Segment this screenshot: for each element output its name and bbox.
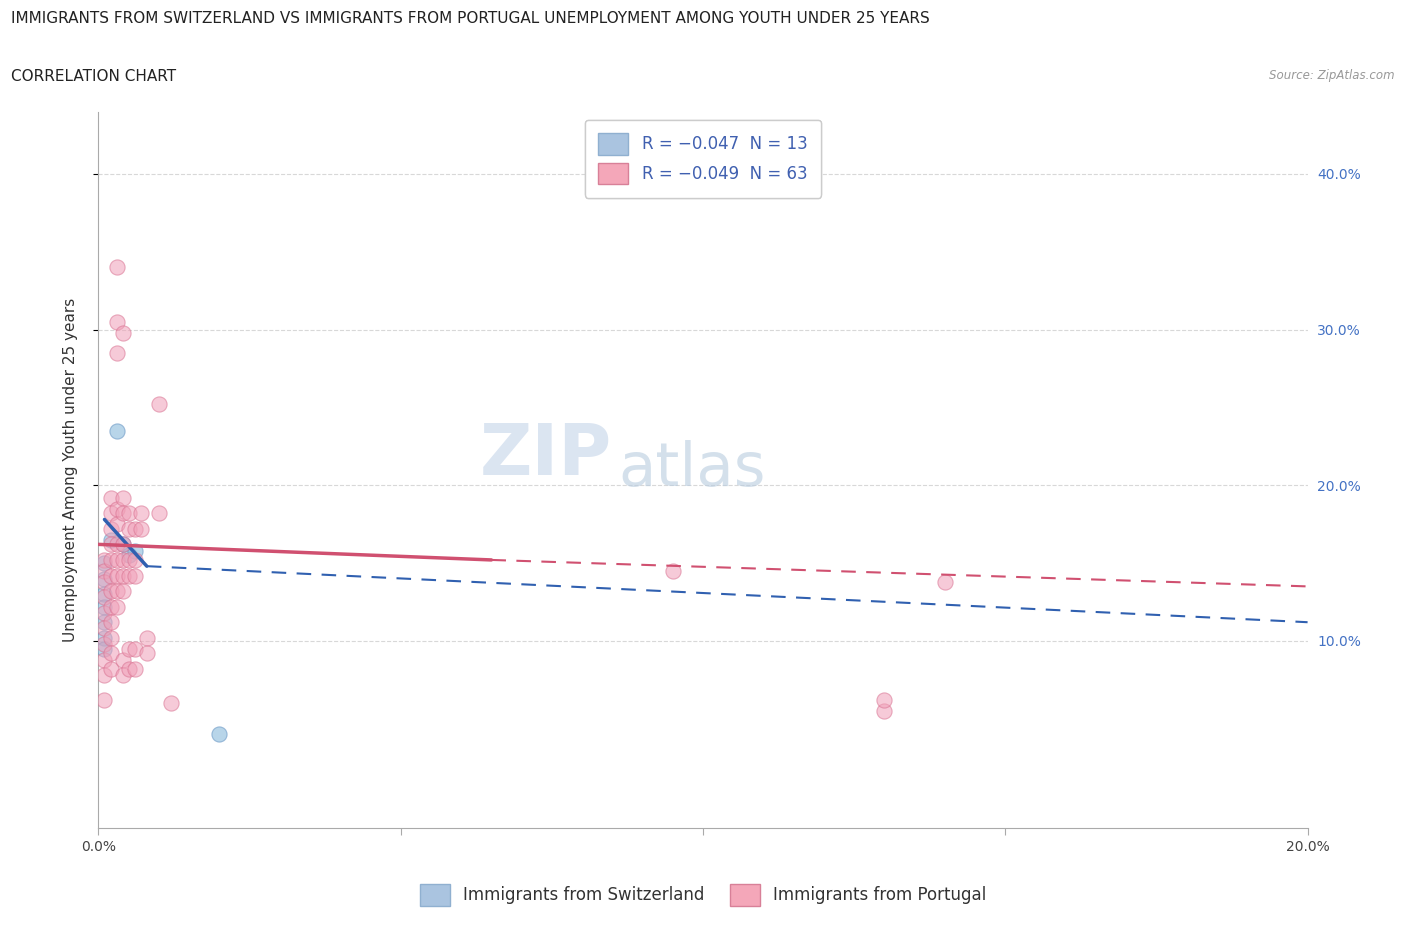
Point — [111, 537, 134, 551]
Point — [100, 568, 122, 583]
Point — [93, 587, 115, 602]
Point — [93, 605, 115, 620]
Point — [105, 552, 128, 567]
Y-axis label: Unemployment Among Youth under 25 years: Unemployment Among Youth under 25 years — [63, 298, 77, 642]
Point — [105, 584, 128, 599]
Point — [93, 564, 115, 578]
Point — [93, 590, 115, 604]
Point — [135, 646, 157, 661]
Point — [93, 575, 115, 590]
Point — [160, 696, 183, 711]
Point — [124, 661, 146, 676]
Point — [111, 568, 134, 583]
Point — [93, 668, 115, 683]
Point — [105, 314, 128, 329]
Point — [100, 490, 122, 505]
Point — [124, 552, 146, 567]
Point — [93, 642, 115, 657]
Point — [93, 636, 115, 651]
Point — [93, 631, 115, 645]
Point — [93, 571, 115, 586]
Point — [148, 506, 170, 521]
Point — [105, 501, 128, 516]
Text: ZIP: ZIP — [479, 421, 613, 490]
Point — [105, 345, 128, 360]
Point — [129, 506, 152, 521]
Point — [93, 621, 115, 636]
Point — [129, 522, 152, 537]
Point — [100, 599, 122, 614]
Point — [111, 668, 134, 683]
Point — [100, 522, 122, 537]
Point — [111, 506, 134, 521]
Legend: Immigrants from Switzerland, Immigrants from Portugal: Immigrants from Switzerland, Immigrants … — [413, 878, 993, 912]
Point — [100, 646, 122, 661]
Text: CORRELATION CHART: CORRELATION CHART — [11, 69, 176, 85]
Point — [111, 552, 134, 567]
Point — [118, 552, 141, 567]
Point — [93, 555, 115, 570]
Point — [118, 661, 141, 676]
Legend: R = −0.047  N = 13, R = −0.049  N = 63: R = −0.047 N = 13, R = −0.049 N = 63 — [585, 120, 821, 198]
Point — [93, 693, 115, 708]
Point — [93, 599, 115, 614]
Point — [111, 652, 134, 667]
Point — [111, 490, 134, 505]
Point — [135, 631, 157, 645]
Point — [118, 522, 141, 537]
Point — [118, 642, 141, 657]
Point — [105, 517, 128, 532]
Point — [100, 584, 122, 599]
Point — [111, 537, 134, 551]
Point — [118, 506, 141, 521]
Point — [934, 575, 956, 590]
Point — [118, 568, 141, 583]
Point — [93, 652, 115, 667]
Point — [873, 693, 896, 708]
Text: IMMIGRANTS FROM SWITZERLAND VS IMMIGRANTS FROM PORTUGAL UNEMPLOYMENT AMONG YOUTH: IMMIGRANTS FROM SWITZERLAND VS IMMIGRANT… — [11, 11, 929, 26]
Point — [105, 537, 128, 551]
Point — [148, 397, 170, 412]
Point — [124, 522, 146, 537]
Point — [100, 552, 122, 567]
Point — [93, 552, 115, 567]
Point — [105, 423, 128, 438]
Point — [100, 506, 122, 521]
Point — [118, 548, 141, 563]
Point — [105, 599, 128, 614]
Point — [105, 259, 128, 274]
Point — [124, 568, 146, 583]
Point — [124, 642, 146, 657]
Point — [93, 615, 115, 630]
Point — [100, 532, 122, 547]
Point — [111, 326, 134, 340]
Point — [100, 537, 122, 551]
Point — [124, 543, 146, 558]
Point — [208, 727, 231, 742]
Point — [100, 661, 122, 676]
Text: atlas: atlas — [619, 440, 766, 499]
Text: Source: ZipAtlas.com: Source: ZipAtlas.com — [1270, 69, 1395, 82]
Point — [100, 615, 122, 630]
Point — [111, 584, 134, 599]
Point — [100, 631, 122, 645]
Point — [105, 568, 128, 583]
Point — [873, 703, 896, 718]
Point — [662, 564, 685, 578]
